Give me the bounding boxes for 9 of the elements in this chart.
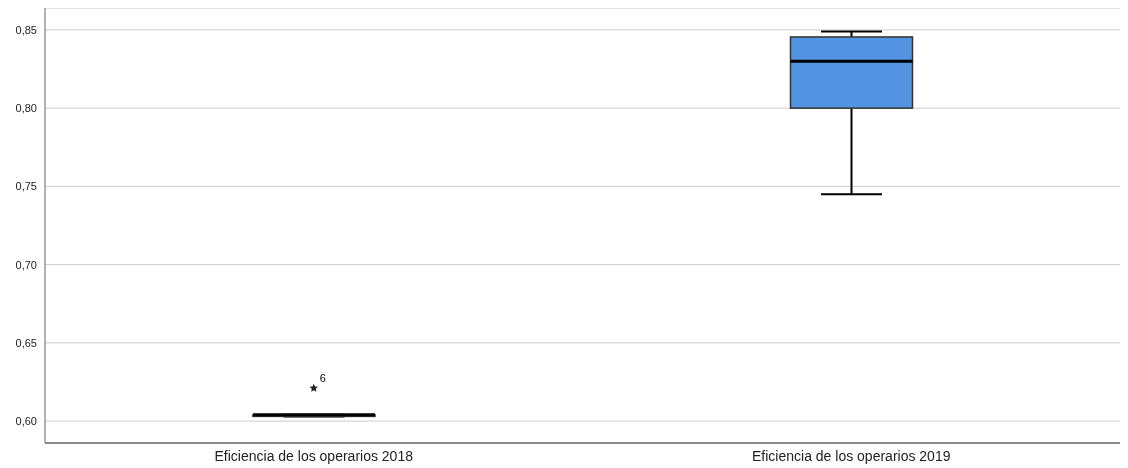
y-tick-label: 0,80 bbox=[15, 102, 37, 115]
annotation: 6 bbox=[319, 372, 326, 385]
y-tick-label: 0,85 bbox=[15, 23, 37, 36]
x-tick-label: Eficiencia de los operarios 2019 bbox=[752, 447, 951, 464]
y-tick-label: 0,65 bbox=[15, 336, 37, 349]
y-tick-label: 0,70 bbox=[15, 258, 37, 271]
y-tick-label: 0,60 bbox=[15, 415, 37, 427]
y-tick-label: 0,75 bbox=[15, 180, 37, 193]
x-tick-label: Eficiencia de los operarios 2018 bbox=[214, 447, 414, 464]
